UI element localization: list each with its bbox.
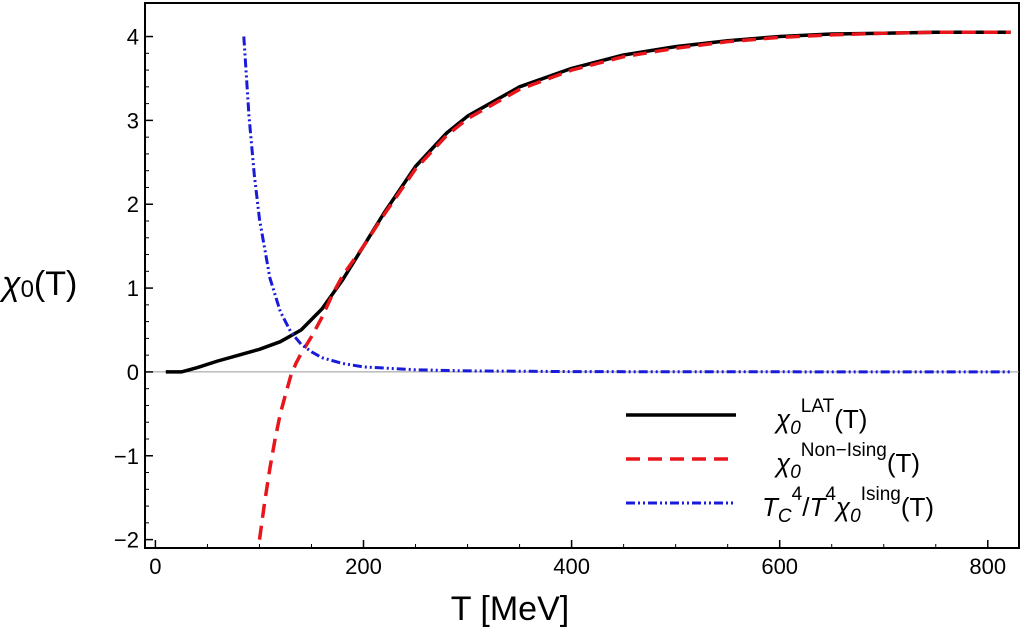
y-tick-label: 3 [127, 108, 139, 133]
x-axis-ticks: 0 200 400 600 800 [149, 540, 1006, 579]
y-axis-title-arg: (T) [34, 265, 77, 303]
y-tick-label: 4 [127, 25, 139, 50]
y-tick-label: 1 [127, 276, 139, 301]
y-tick-label: −2 [114, 528, 139, 553]
x-tick-label: 0 [149, 554, 161, 579]
y-tick-label: −1 [114, 444, 139, 469]
legend-label-ising: TC4/T4χ0Ising(T) [762, 484, 934, 527]
y-tick-label: 2 [127, 192, 139, 217]
y-axis-ticks: −2 −1 0 1 2 3 4 [114, 25, 153, 553]
x-tick-label: 400 [553, 554, 590, 579]
legend: χ0LAT(T) χ0Non−Ising(T) TC4/T4χ0Ising(T) [626, 396, 934, 527]
series-line-non-ising [257, 30, 1011, 540]
x-tick-label: 200 [345, 554, 382, 579]
y-axis-title: χ0(T) [0, 265, 77, 303]
y-axis-title-base: χ [0, 265, 22, 303]
x-tick-label: 600 [761, 554, 798, 579]
x-axis-title: T [MeV] [451, 590, 569, 628]
y-axis-title-sub: 0 [21, 276, 34, 303]
series-line-lat [165, 30, 1011, 374]
legend-label-lat: χ0LAT(T) [774, 396, 867, 439]
legend-label-non-ising: χ0Non−Ising(T) [774, 440, 920, 483]
series-line-ising [242, 36, 1011, 374]
y-tick-label: 0 [127, 360, 139, 385]
x-tick-label: 800 [969, 554, 1006, 579]
series-layer [165, 30, 1011, 540]
plot-frame [144, 2, 1020, 549]
